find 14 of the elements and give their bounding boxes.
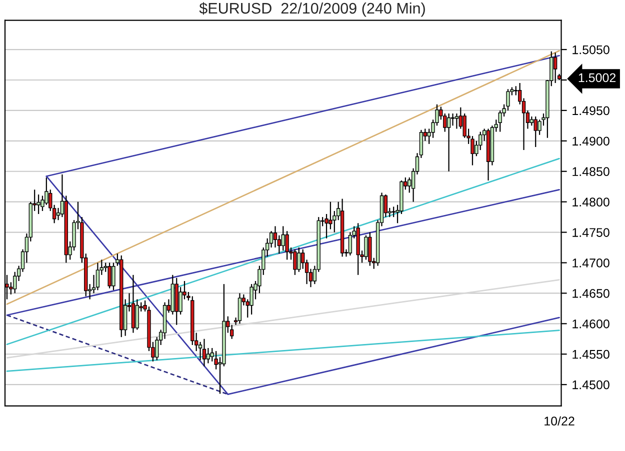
y-tick-label: 1.4900 xyxy=(572,136,610,146)
y-tick-label: 1.4800 xyxy=(572,198,610,206)
y-tick-label: 1.4950 xyxy=(572,106,610,116)
y-tick-label: 1.4700 xyxy=(572,258,610,268)
y-tick-label: 1.5050 xyxy=(572,45,610,54)
y-tick-label: 1.4650 xyxy=(572,289,610,298)
text: 1.5002 xyxy=(578,73,616,82)
x-tick-label: 10/22 xyxy=(544,416,574,426)
y-tick-label: 1.4600 xyxy=(572,319,610,328)
y-tick-label: 1.4750 xyxy=(572,228,610,237)
chart-title: $EURUSD 22/10/2009 (240 Min) xyxy=(199,2,425,17)
y-tick-label: 1.4550 xyxy=(572,350,610,359)
y-tick-label: 1.4500 xyxy=(572,380,610,390)
y-tick-label: 1.4850 xyxy=(572,167,610,176)
